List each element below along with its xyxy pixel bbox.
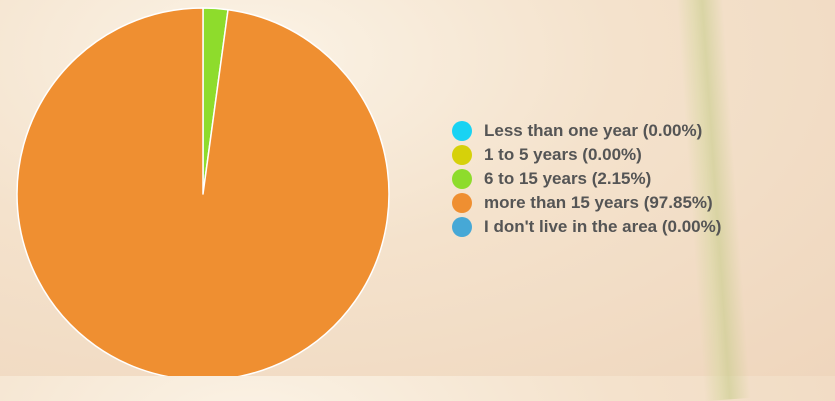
legend-item-1-to-5-years: 1 to 5 years (0.00%) [452,143,721,167]
pie-slice-more-than-15-years [16,7,390,376]
legend-swatch [452,145,472,165]
legend-label: more than 15 years (97.85%) [484,193,713,212]
legend-item-less-than-one-year: Less than one year (0.00%) [452,119,721,143]
legend-swatch [452,169,472,189]
legend-item-more-than-15-years: more than 15 years (97.85%) [452,191,721,215]
legend-swatch [452,217,472,237]
legend-label: 6 to 15 years (2.15%) [484,169,652,188]
pie-chart [16,7,390,376]
legend-swatch [452,121,472,141]
legend-item-not-in-area: I don't live in the area (0.00%) [452,215,721,239]
legend-swatch [452,193,472,213]
chart-legend: Less than one year (0.00%) 1 to 5 years … [452,119,721,239]
legend-label: Less than one year (0.00%) [484,121,703,140]
legend-item-6-to-15-years: 6 to 15 years (2.15%) [452,167,721,191]
legend-label: 1 to 5 years (0.00%) [484,145,642,164]
legend-label: I don't live in the area (0.00%) [484,217,722,236]
